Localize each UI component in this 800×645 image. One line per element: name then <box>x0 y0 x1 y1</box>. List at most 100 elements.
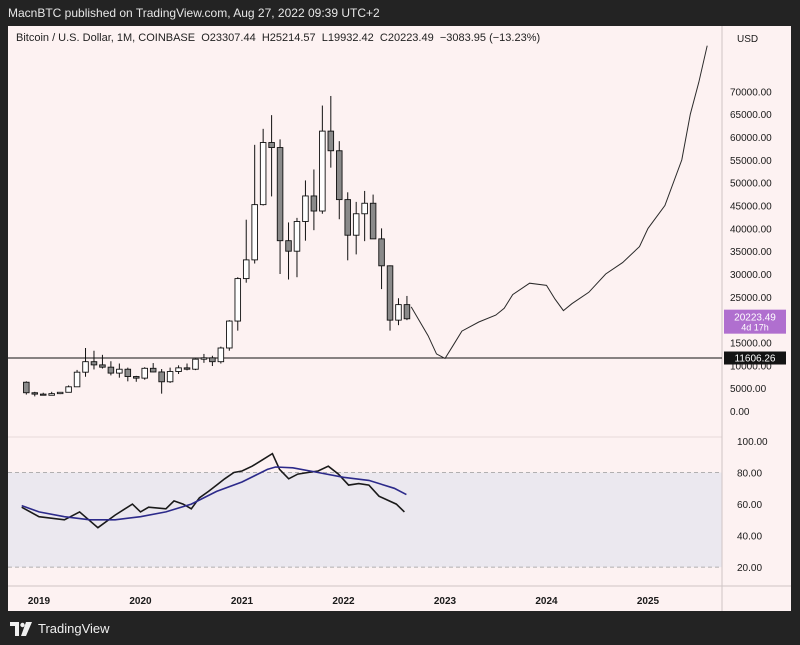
time-tick-label: 2025 <box>637 596 660 607</box>
candle-body <box>90 361 98 366</box>
price-tick-label: 30000.00 <box>730 270 772 281</box>
candle-body <box>175 367 182 372</box>
candle-up[interactable] <box>319 105 326 214</box>
candle-body <box>133 376 140 379</box>
candle-down[interactable] <box>327 95 335 168</box>
candle-down[interactable] <box>133 375 140 382</box>
candle-up[interactable] <box>251 144 258 264</box>
candle-body <box>276 147 284 242</box>
candle-down[interactable] <box>209 355 216 367</box>
price-chart[interactable]: 70000.00 65000.00 60000.00 55000.00 50000.00… <box>8 26 791 611</box>
candle-down[interactable] <box>99 354 106 369</box>
candle-body <box>192 358 199 370</box>
candle-up[interactable] <box>242 219 250 283</box>
candle-down[interactable] <box>23 381 30 395</box>
candle-up[interactable] <box>175 365 182 375</box>
candle-down[interactable] <box>158 368 165 394</box>
candle-down[interactable] <box>276 139 284 275</box>
candle-down[interactable] <box>90 350 98 370</box>
candle-down[interactable] <box>107 361 115 376</box>
candle-down[interactable] <box>378 228 385 290</box>
tradingview-brand[interactable]: TradingView <box>10 621 110 636</box>
candle-body <box>65 386 72 393</box>
candle-body <box>234 278 242 322</box>
price-tick-label: 50000.00 <box>730 179 772 190</box>
price-tick-label: 55000.00 <box>730 156 772 167</box>
candle-up[interactable] <box>192 358 199 371</box>
candle-body <box>242 259 250 280</box>
candle-up[interactable] <box>293 217 301 278</box>
candle-body <box>344 199 351 236</box>
candle-down[interactable] <box>124 367 132 382</box>
candle-body <box>251 204 258 261</box>
candle-down[interactable] <box>183 363 191 371</box>
chart-frame[interactable]: Bitcoin / U.S. Dollar, 1M, COINBASE O233… <box>8 26 791 611</box>
candle-up[interactable] <box>166 367 174 383</box>
tradingview-logo-icon <box>10 621 32 636</box>
candle-up[interactable] <box>352 201 360 255</box>
candle-up[interactable] <box>48 391 55 396</box>
hline-price-tag <box>724 351 786 365</box>
candle-down[interactable] <box>386 265 394 331</box>
candle-body <box>23 381 30 394</box>
candle-up[interactable] <box>116 363 123 378</box>
candle-down[interactable] <box>344 192 351 261</box>
candle-up[interactable] <box>226 320 233 351</box>
candle-body <box>116 368 123 374</box>
candle-up[interactable] <box>234 277 242 331</box>
candle-up[interactable] <box>65 385 72 393</box>
candle-body <box>31 392 39 395</box>
candle-down[interactable] <box>39 392 47 396</box>
candle-body <box>319 130 326 212</box>
candle-up[interactable] <box>82 347 89 377</box>
candle-up[interactable] <box>259 128 267 206</box>
candle-body <box>285 240 292 252</box>
candle-up[interactable] <box>141 367 148 380</box>
rsi-tick-label: 60.00 <box>737 500 762 511</box>
price-tick-label: 5000.00 <box>730 384 767 395</box>
time-tick-label: 2021 <box>231 596 254 607</box>
price-tick-label: 65000.00 <box>730 110 772 121</box>
rsi-tick-label: 80.00 <box>737 469 762 480</box>
candle-body <box>200 357 208 360</box>
price-tick-label: 35000.00 <box>730 247 772 258</box>
candle-down[interactable] <box>149 363 157 373</box>
candle-down[interactable] <box>403 295 411 321</box>
projection-path[interactable] <box>410 45 708 360</box>
candle-up[interactable] <box>56 391 64 395</box>
candle-down[interactable] <box>31 391 39 397</box>
candle-down[interactable] <box>369 194 377 240</box>
rsi-ma-line[interactable] <box>21 466 407 521</box>
price-tick-label: 70000.00 <box>730 87 772 98</box>
candle-up[interactable] <box>361 190 368 242</box>
footer-bar: TradingView <box>0 611 800 645</box>
candle-up[interactable] <box>217 346 225 364</box>
rsi-line[interactable] <box>21 452 405 529</box>
price-tick-label: 60000.00 <box>730 133 772 144</box>
ohlc-change: −3083.95 (−13.23%) <box>439 32 541 44</box>
candle-down[interactable] <box>268 115 275 197</box>
candle-up[interactable] <box>73 369 81 388</box>
candle-body <box>361 202 368 215</box>
candle-body <box>226 320 233 349</box>
candle-body <box>183 367 191 370</box>
candle-up[interactable] <box>200 353 208 363</box>
rsi-band <box>8 472 722 568</box>
ohlc-open: O23307.44 <box>201 32 256 44</box>
symbol-name[interactable]: Bitcoin / U.S. Dollar, 1M, COINBASE <box>16 32 196 44</box>
ohlc-close: C20223.49 <box>379 32 434 44</box>
candle-down[interactable] <box>285 222 292 280</box>
price-tick-label: 45000.00 <box>730 202 772 213</box>
last-price-tag <box>724 309 786 334</box>
candle-up[interactable] <box>395 298 402 326</box>
time-tick-label: 2022 <box>332 596 355 607</box>
candle-body <box>352 213 360 236</box>
candle-body <box>386 265 394 321</box>
candle-body <box>48 393 55 396</box>
candle-body <box>56 391 64 395</box>
candle-body <box>259 142 267 206</box>
candle-down[interactable] <box>310 169 318 231</box>
candle-body <box>141 367 148 379</box>
candle-up[interactable] <box>302 180 309 241</box>
candle-down[interactable] <box>336 141 343 220</box>
